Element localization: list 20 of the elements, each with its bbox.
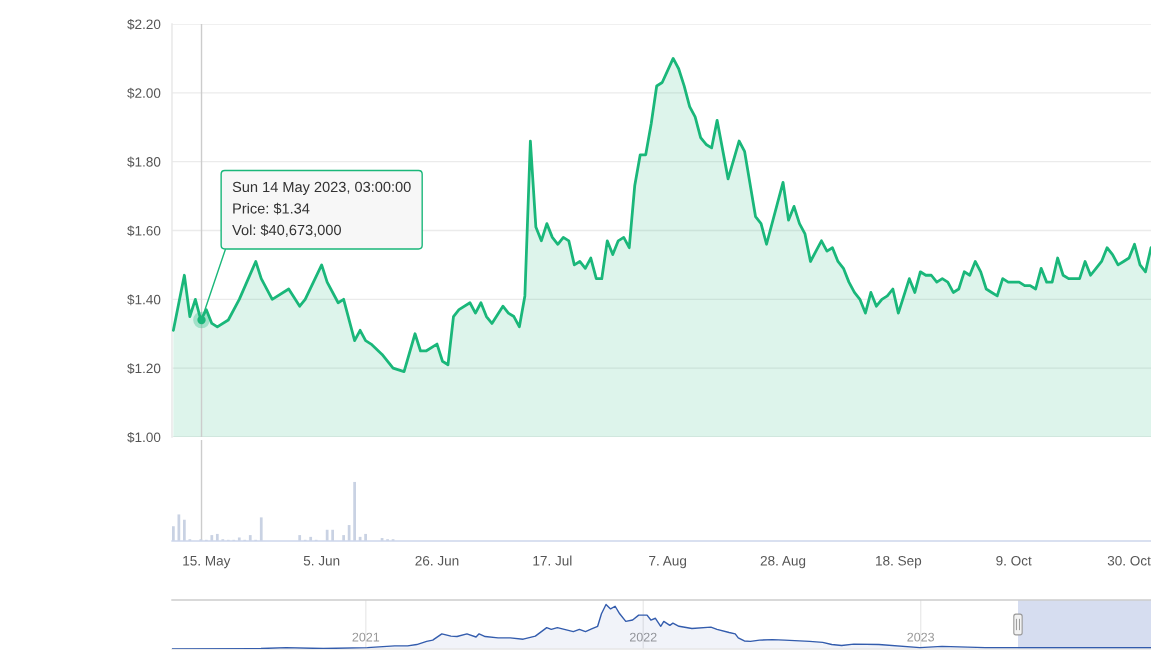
y-tick-label: $2.20 bbox=[127, 18, 161, 30]
x-tick-label: 15. May bbox=[183, 556, 231, 569]
x-tick-label: 5. Jun bbox=[303, 556, 340, 566]
y-tick-label: $1.80 bbox=[127, 156, 161, 168]
annotation: Sun 14 May 2023, 03:00:00 Price: $1.34 Vol: $40,673,000 bbox=[232, 181, 411, 237]
x-tick-label: 2023 bbox=[907, 632, 935, 642]
x-tick-label: 26. Jun bbox=[415, 555, 459, 566]
x-tick-label: 7. Aug bbox=[649, 556, 687, 569]
x-tick-label: 17. Jul bbox=[533, 555, 572, 566]
y-tick-label: $2.00 bbox=[127, 87, 161, 99]
y-tick-label: $1.00 bbox=[127, 431, 161, 443]
x-tick-label: 30. Oct bbox=[1107, 555, 1151, 566]
y-tick-label: $1.20 bbox=[127, 363, 161, 375]
x-tick-label: 2021 bbox=[352, 632, 380, 642]
y-tick-label: $1.40 bbox=[127, 294, 161, 306]
y-tick-label: $1.60 bbox=[127, 225, 161, 237]
x-tick-label: 28. Aug bbox=[760, 555, 806, 569]
x-tick-label: 2022 bbox=[629, 632, 657, 642]
x-tick-label: 18. Sep bbox=[876, 555, 922, 569]
x-tick-label: 9. Oct bbox=[996, 555, 1032, 566]
